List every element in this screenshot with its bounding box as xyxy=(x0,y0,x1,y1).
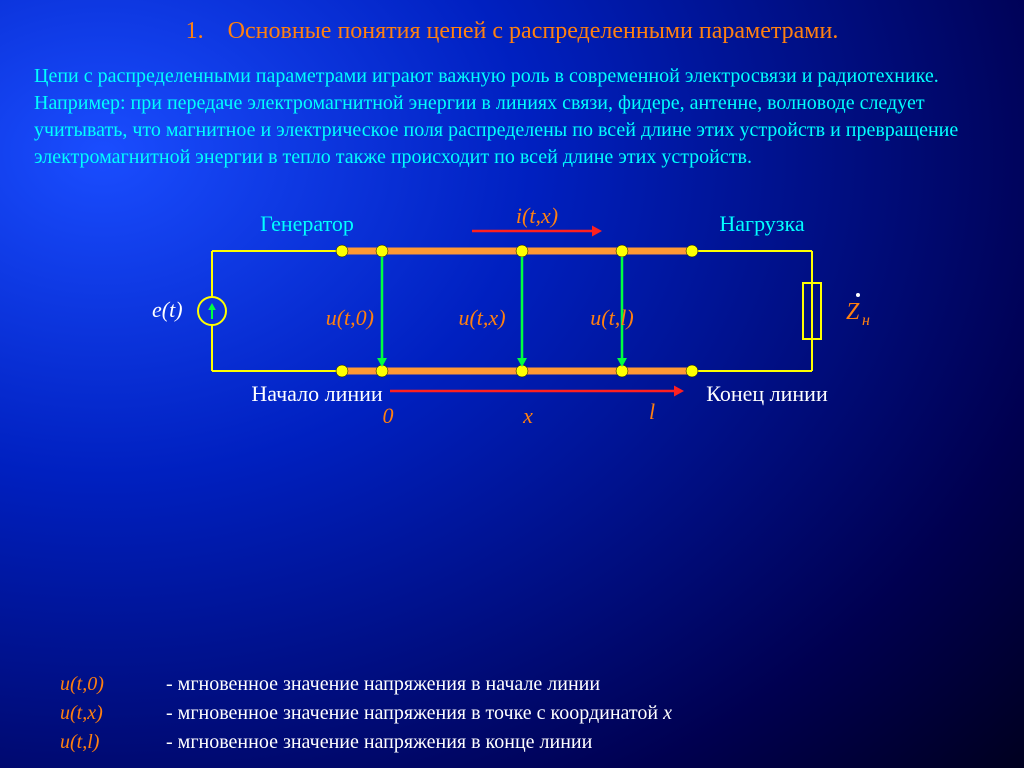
svg-text:e(t): e(t) xyxy=(152,297,183,322)
title-text: Основные понятия цепей с распределенными… xyxy=(228,18,839,44)
transmission-line-diagram: Генератор Нагрузка Начало линии Конец линии… xyxy=(122,181,902,461)
svg-text:Конец линии: Конец линии xyxy=(706,381,828,406)
svg-text:x: x xyxy=(522,403,533,428)
svg-text:l: l xyxy=(649,399,655,424)
def-text: - мгновенное значение напряжения в точке… xyxy=(166,702,672,725)
svg-text:н: н xyxy=(862,312,870,329)
svg-text:0: 0 xyxy=(383,403,394,428)
svg-text:Нагрузка: Нагрузка xyxy=(719,211,804,236)
def-symbol: u(t,x) xyxy=(60,702,140,725)
definition-row: u(t,l) - мгновенное значение напряжения … xyxy=(60,731,672,754)
def-text: - мгновенное значение напряжения в начал… xyxy=(166,673,600,696)
diagram-svg: Генератор Нагрузка Начало линии Конец линии… xyxy=(122,181,902,461)
def-symbol: u(t,l) xyxy=(60,731,140,754)
svg-text:Начало линии: Начало линии xyxy=(251,381,383,406)
svg-text:u(t,0): u(t,0) xyxy=(326,305,374,330)
svg-text:u(t,x): u(t,x) xyxy=(458,305,505,330)
page-title: 1. Основные понятия цепей с распределенн… xyxy=(0,0,1024,45)
svg-text:i(t,x): i(t,x) xyxy=(516,203,558,228)
definitions-block: u(t,0) - мгновенное значение напряжения … xyxy=(0,667,672,768)
def-text: - мгновенное значение напряжения в конце… xyxy=(166,731,592,754)
svg-text:Генератор: Генератор xyxy=(260,211,354,236)
intro-paragraph: Цепи с распределенными параметрами играю… xyxy=(0,45,1024,171)
definition-row: u(t,0) - мгновенное значение напряжения … xyxy=(60,673,672,696)
def-symbol: u(t,0) xyxy=(60,673,140,696)
svg-text:Z: Z xyxy=(846,299,860,325)
title-number: 1. xyxy=(186,18,204,44)
definition-row: u(t,x) - мгновенное значение напряжения … xyxy=(60,702,672,725)
svg-text:u(t,l): u(t,l) xyxy=(590,305,633,330)
